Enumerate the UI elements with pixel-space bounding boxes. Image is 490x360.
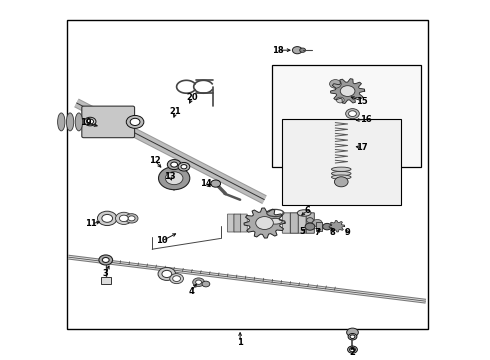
- Circle shape: [178, 162, 190, 171]
- Text: 5: 5: [300, 228, 306, 237]
- Circle shape: [345, 109, 359, 119]
- Circle shape: [323, 224, 331, 230]
- Text: 13: 13: [165, 172, 176, 181]
- Circle shape: [159, 167, 190, 190]
- Circle shape: [349, 347, 355, 352]
- Circle shape: [170, 274, 183, 284]
- Text: 21: 21: [170, 107, 181, 116]
- FancyBboxPatch shape: [298, 213, 306, 233]
- Circle shape: [116, 212, 132, 225]
- Circle shape: [202, 281, 210, 287]
- Text: 15: 15: [356, 96, 368, 105]
- Text: 3: 3: [103, 269, 109, 278]
- Circle shape: [293, 46, 302, 54]
- Circle shape: [193, 278, 204, 287]
- Circle shape: [158, 267, 175, 280]
- Text: 2: 2: [349, 348, 355, 357]
- Text: 9: 9: [345, 228, 350, 237]
- Circle shape: [181, 165, 187, 169]
- Ellipse shape: [297, 210, 311, 216]
- Text: 17: 17: [356, 143, 368, 152]
- Bar: [67, 21, 428, 329]
- Bar: [272, 65, 421, 167]
- Text: 8: 8: [329, 228, 335, 237]
- Circle shape: [334, 177, 348, 187]
- Circle shape: [172, 276, 180, 282]
- Circle shape: [98, 211, 117, 226]
- Circle shape: [87, 119, 94, 124]
- Text: 1: 1: [237, 338, 243, 347]
- Circle shape: [313, 220, 322, 226]
- Circle shape: [256, 217, 273, 229]
- Circle shape: [120, 215, 128, 222]
- FancyBboxPatch shape: [234, 214, 241, 232]
- Circle shape: [171, 162, 177, 167]
- FancyBboxPatch shape: [82, 106, 135, 138]
- Circle shape: [330, 80, 341, 88]
- Ellipse shape: [331, 171, 351, 176]
- Ellipse shape: [331, 175, 351, 179]
- Circle shape: [300, 48, 306, 52]
- Text: 11: 11: [85, 219, 97, 228]
- Ellipse shape: [67, 113, 74, 131]
- FancyBboxPatch shape: [282, 213, 291, 233]
- Bar: [101, 277, 111, 284]
- Circle shape: [211, 180, 220, 187]
- Circle shape: [167, 159, 181, 170]
- Circle shape: [130, 118, 140, 126]
- Bar: [316, 222, 322, 231]
- Circle shape: [125, 214, 138, 223]
- FancyBboxPatch shape: [241, 214, 247, 232]
- Polygon shape: [329, 221, 344, 232]
- Bar: [282, 119, 401, 205]
- Text: 6: 6: [305, 206, 311, 215]
- FancyBboxPatch shape: [290, 213, 298, 233]
- Circle shape: [102, 257, 109, 262]
- Circle shape: [336, 97, 344, 103]
- Polygon shape: [244, 208, 285, 238]
- Circle shape: [84, 117, 96, 126]
- Circle shape: [102, 215, 113, 222]
- Text: 4: 4: [188, 287, 194, 296]
- Circle shape: [307, 218, 314, 223]
- Text: 14: 14: [200, 179, 212, 188]
- Text: 19: 19: [80, 118, 92, 127]
- Circle shape: [348, 333, 357, 340]
- Circle shape: [196, 280, 201, 284]
- FancyBboxPatch shape: [227, 214, 234, 232]
- Circle shape: [165, 172, 183, 185]
- Text: 16: 16: [360, 114, 372, 123]
- Circle shape: [162, 270, 172, 278]
- Circle shape: [348, 111, 356, 117]
- Ellipse shape: [75, 113, 82, 131]
- FancyBboxPatch shape: [306, 213, 314, 233]
- Ellipse shape: [269, 219, 282, 224]
- Circle shape: [346, 328, 358, 337]
- Ellipse shape: [331, 167, 351, 171]
- Text: 12: 12: [149, 156, 161, 165]
- Text: 10: 10: [156, 237, 168, 246]
- Circle shape: [305, 223, 315, 230]
- Ellipse shape: [58, 113, 65, 131]
- Circle shape: [99, 255, 113, 265]
- Text: 18: 18: [272, 46, 284, 55]
- Circle shape: [350, 335, 355, 338]
- Text: 7: 7: [315, 228, 320, 237]
- Circle shape: [128, 216, 135, 221]
- Text: 20: 20: [186, 93, 198, 102]
- Circle shape: [347, 346, 357, 353]
- Polygon shape: [331, 79, 365, 103]
- Circle shape: [126, 116, 144, 129]
- Circle shape: [340, 86, 355, 96]
